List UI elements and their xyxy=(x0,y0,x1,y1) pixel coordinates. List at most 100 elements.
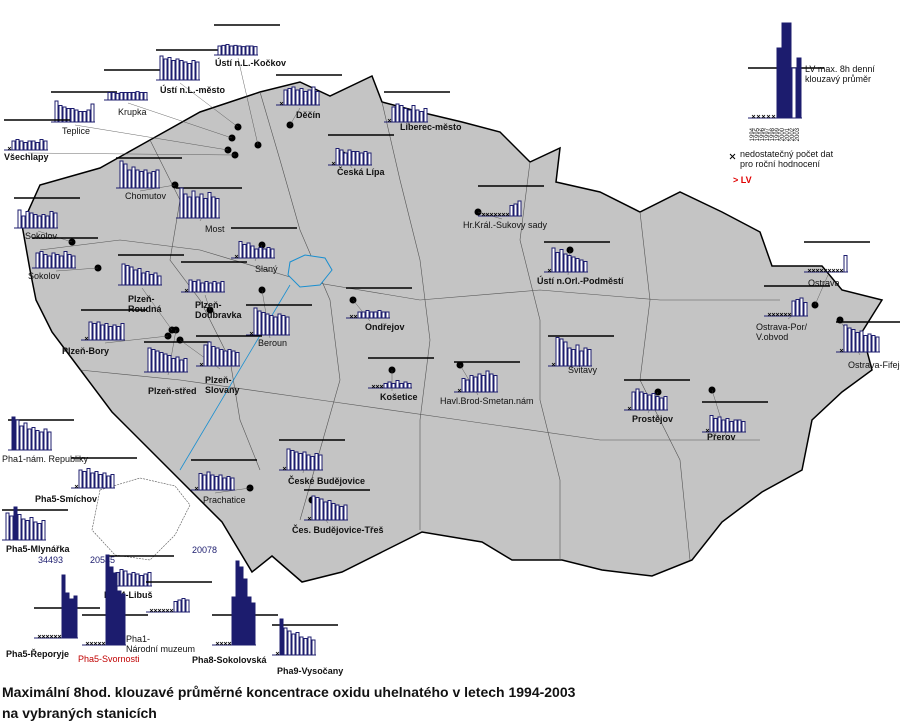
bar xyxy=(266,247,271,259)
station-label: Pha8-Sokolovská xyxy=(192,655,268,665)
bar xyxy=(112,324,117,341)
bar xyxy=(222,477,227,491)
bar xyxy=(109,566,114,646)
no-data-mark xyxy=(353,314,358,319)
station-label: Sokolov xyxy=(25,231,58,241)
no-data-mark xyxy=(85,641,90,646)
no-data-mark xyxy=(485,212,490,217)
bar xyxy=(203,198,208,219)
station-label: Hr.Král.-Sukovy sady xyxy=(463,220,548,230)
no-data-mark xyxy=(787,312,792,317)
no-data-mark xyxy=(371,384,376,389)
bar xyxy=(567,255,572,273)
bar xyxy=(183,193,188,219)
bar xyxy=(357,311,362,319)
bar xyxy=(318,454,323,471)
bar xyxy=(31,427,36,451)
bar xyxy=(19,140,24,151)
bar xyxy=(291,86,296,106)
bar xyxy=(119,569,124,587)
legend-year: 2003 xyxy=(795,127,801,141)
bar xyxy=(729,421,734,433)
bar xyxy=(35,430,40,451)
bar xyxy=(395,380,400,389)
bar xyxy=(220,281,225,293)
no-data-mark xyxy=(101,641,106,646)
bar xyxy=(555,337,560,367)
bar xyxy=(47,431,52,451)
bar xyxy=(363,151,368,166)
bar xyxy=(11,416,16,451)
bar xyxy=(238,241,243,259)
bar xyxy=(43,254,48,269)
no-data-mark xyxy=(41,634,46,639)
bar xyxy=(55,254,60,269)
bar xyxy=(247,596,252,646)
bar xyxy=(287,88,292,106)
no-data-mark xyxy=(97,641,102,646)
bar xyxy=(298,453,303,471)
no-data-mark xyxy=(74,484,79,489)
no-data-mark xyxy=(89,641,94,646)
no-data-mark xyxy=(839,268,844,273)
bar xyxy=(579,350,584,367)
bar xyxy=(373,311,378,319)
bar xyxy=(303,91,308,106)
bar xyxy=(98,474,103,489)
bar xyxy=(555,252,560,273)
station-label: Plzeň-Bory xyxy=(62,346,109,356)
bar xyxy=(66,108,71,123)
station-label: Svitavy xyxy=(568,365,598,375)
bar xyxy=(391,106,396,123)
bar xyxy=(141,272,146,286)
bar xyxy=(212,281,217,293)
no-data-mark xyxy=(783,312,788,317)
station-label: Pha4-Libuš xyxy=(104,590,153,600)
legend-year: 1994 xyxy=(750,127,756,141)
bar xyxy=(211,346,216,367)
station-label: Ostrava xyxy=(808,278,840,288)
leader-line xyxy=(104,335,169,344)
bar xyxy=(403,381,408,389)
bar xyxy=(563,341,568,367)
bar xyxy=(119,160,124,189)
bar xyxy=(776,47,782,119)
bar xyxy=(125,265,130,286)
bar xyxy=(43,428,48,451)
bar xyxy=(195,196,200,219)
bar xyxy=(131,572,136,587)
prague-inset xyxy=(91,477,191,561)
bar xyxy=(575,258,580,273)
bar xyxy=(108,326,113,341)
legend-year: 1997 xyxy=(765,127,771,141)
bar xyxy=(489,373,494,393)
bar xyxy=(41,214,46,229)
bar xyxy=(786,22,792,119)
bar xyxy=(473,376,478,393)
bar xyxy=(381,311,386,319)
bar xyxy=(269,315,274,336)
bar xyxy=(311,495,316,521)
bar xyxy=(335,504,340,521)
bar xyxy=(121,263,126,286)
bar xyxy=(395,103,400,123)
bar xyxy=(179,60,184,81)
bar xyxy=(411,105,416,123)
station-label: Slaný xyxy=(255,264,278,274)
bar xyxy=(37,523,42,541)
bar xyxy=(111,92,116,101)
bar xyxy=(307,89,312,106)
no-data-mark xyxy=(379,384,384,389)
bar xyxy=(143,573,148,587)
no-data-mark xyxy=(165,608,170,613)
bar xyxy=(29,212,34,229)
bar xyxy=(33,214,38,229)
bar xyxy=(575,344,580,367)
bar xyxy=(583,347,588,367)
station-label: Košetice xyxy=(380,392,418,402)
bar xyxy=(88,321,93,341)
legend-year: 2002 xyxy=(790,127,796,141)
bar xyxy=(286,448,291,471)
bar xyxy=(295,89,300,106)
no-data-mark xyxy=(219,641,224,646)
